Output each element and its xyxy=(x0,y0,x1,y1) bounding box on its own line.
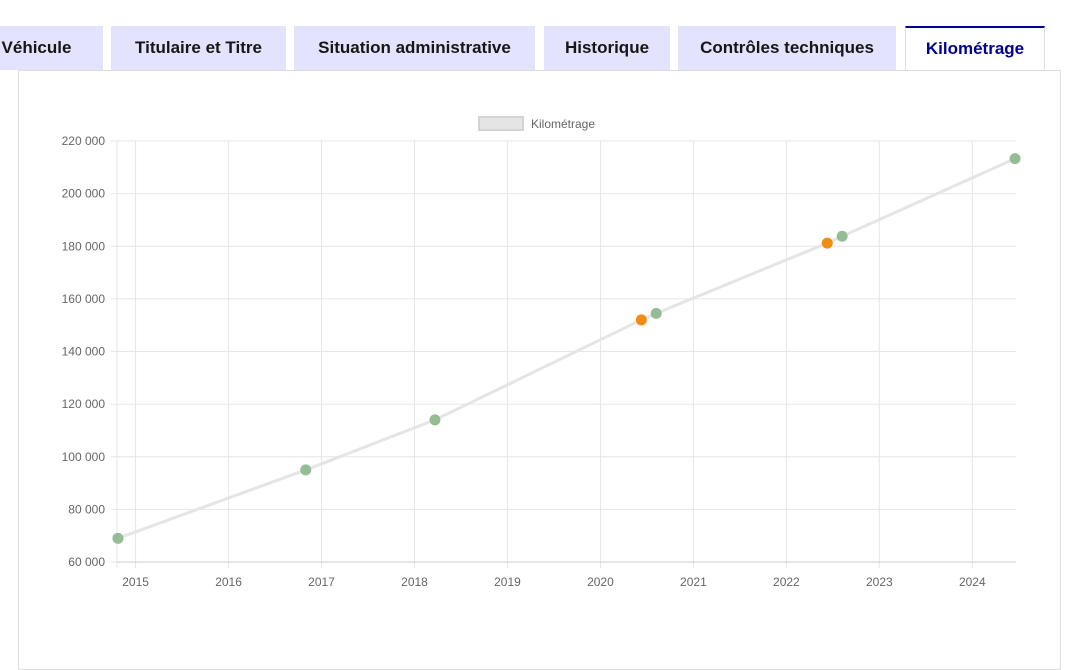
data-point[interactable] xyxy=(112,532,124,544)
tab-vehicule[interactable]: Véhicule xyxy=(0,26,103,70)
x-tick-label: 2023 xyxy=(866,575,893,589)
x-tick-label: 2022 xyxy=(773,575,800,589)
x-tick-label: 2016 xyxy=(215,575,242,589)
y-tick-label: 200 000 xyxy=(62,187,106,201)
tab-panel-kilometrage: 60 000 80 000 100 000 120 000 140 000 160 000… xyxy=(18,70,1061,670)
x-tick-label: 2017 xyxy=(308,575,335,589)
y-tick-label: 180 000 xyxy=(62,239,106,253)
y-tick-label: 80 000 xyxy=(68,502,105,516)
tab-situation-administrative[interactable]: Situation administrative xyxy=(294,26,535,70)
tab-historique[interactable]: Historique xyxy=(544,26,670,70)
y-tick-label: 60 000 xyxy=(68,555,105,569)
data-point[interactable] xyxy=(821,237,833,249)
chart-legend: Kilométrage xyxy=(478,116,595,131)
data-point[interactable] xyxy=(300,464,312,476)
legend-label[interactable]: Kilométrage xyxy=(531,117,595,131)
data-point[interactable] xyxy=(836,230,848,242)
x-tick-label: 2015 xyxy=(122,575,149,589)
data-point[interactable] xyxy=(650,307,662,319)
y-tick-label: 140 000 xyxy=(62,345,106,359)
y-tick-label: 220 000 xyxy=(62,134,106,148)
chart-series xyxy=(112,153,1021,544)
data-point[interactable] xyxy=(429,414,441,426)
x-tick-label: 2020 xyxy=(587,575,614,589)
chart-grid xyxy=(111,140,1016,568)
x-tick-label: 2021 xyxy=(680,575,707,589)
mileage-chart: 60 000 80 000 100 000 120 000 140 000 160 000… xyxy=(62,116,1021,589)
tab-titulaire-et-titre[interactable]: Titulaire et Titre xyxy=(111,26,286,70)
y-tick-label: 100 000 xyxy=(62,450,106,464)
x-tick-label: 2018 xyxy=(401,575,428,589)
data-point[interactable] xyxy=(1009,153,1021,165)
x-tick-label: 2024 xyxy=(959,575,986,589)
y-tick-label: 160 000 xyxy=(62,292,106,306)
tab-bar: Véhicule Titulaire et Titre Situation ad… xyxy=(0,0,1079,71)
series-line xyxy=(117,157,1016,540)
legend-swatch[interactable] xyxy=(478,116,524,131)
data-point[interactable] xyxy=(635,314,647,326)
tab-kilometrage[interactable]: Kilométrage xyxy=(905,26,1045,71)
x-tick-label: 2019 xyxy=(494,575,521,589)
y-tick-label: 120 000 xyxy=(62,397,106,411)
tab-controles-techniques[interactable]: Contrôles techniques xyxy=(678,26,896,70)
chart-axes: 60 000 80 000 100 000 120 000 140 000 160 000… xyxy=(62,134,986,589)
